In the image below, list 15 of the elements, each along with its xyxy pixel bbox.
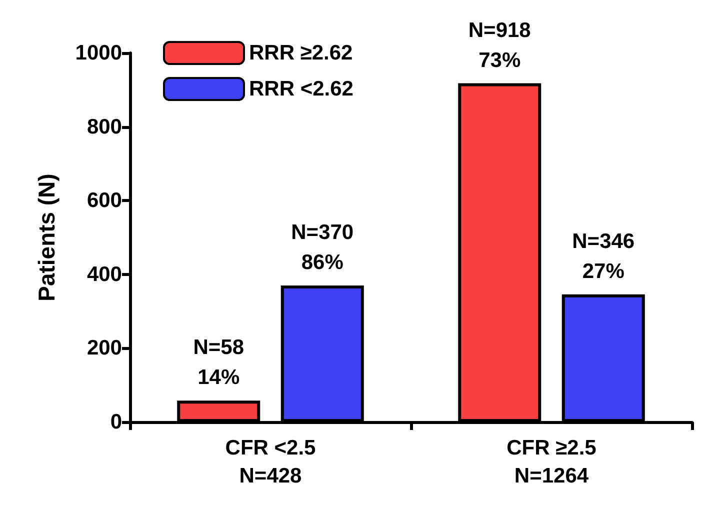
y-tick-label: 800 [86, 115, 122, 138]
legend-label: RRR <2.62 [249, 78, 354, 100]
x-tick-label: CFR <2.5 N=428 [225, 436, 316, 488]
y-tick-label: 1000 [75, 42, 122, 64]
y-tick-label: 0 [110, 410, 122, 434]
y-tick-label: 600 [86, 189, 122, 212]
y-axis-title: Patients (N) [34, 174, 60, 302]
y-tick-label: 400 [86, 262, 122, 286]
data-label: N=346 27% [572, 230, 635, 283]
data-label: N=918 73% [468, 18, 532, 72]
x-tick-label: CFR ≥2.5 N=1264 [506, 436, 597, 488]
data-label: N=58 14% [193, 336, 244, 390]
y-tick-label: 200 [86, 336, 122, 360]
data-label: N=370 86% [291, 220, 354, 274]
legend-label: RRR ≥2.62 [249, 42, 353, 64]
